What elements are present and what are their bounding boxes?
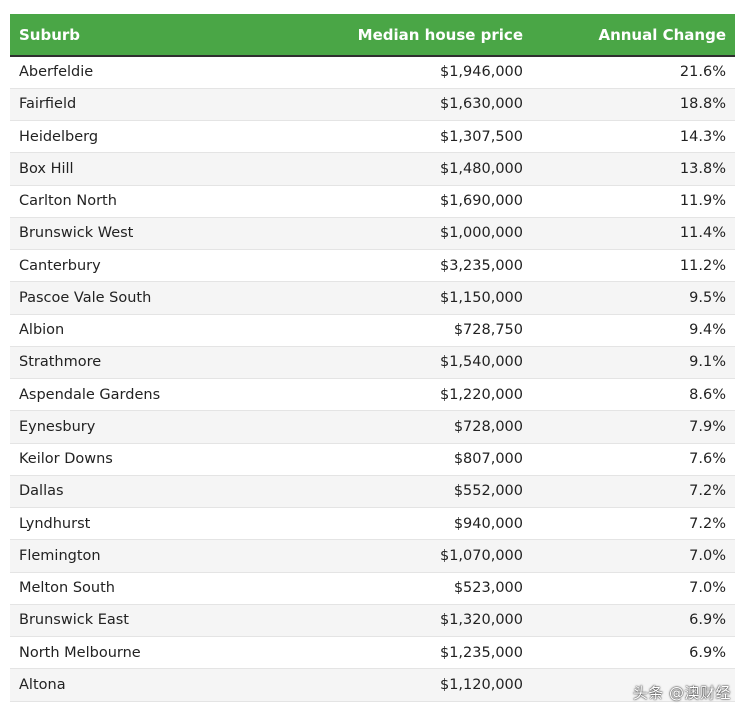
annual-change-cell: 7.9% <box>532 410 735 444</box>
median-price-cell: $1,150,000 <box>234 281 532 315</box>
annual-change-cell: 7.0% <box>532 572 735 605</box>
table-row: Brunswick East $1,320,000 6.9% <box>10 604 735 638</box>
table-row: Brunswick West $1,000,000 11.4% <box>10 217 735 251</box>
suburb-cell: North Melbourne <box>10 636 234 670</box>
median-price-cell: $1,307,500 <box>234 120 532 154</box>
annual-change-cell: 11.4% <box>532 217 735 251</box>
annual-change-cell: 18.8% <box>532 88 735 122</box>
suburb-cell: Aspendale Gardens <box>10 378 234 412</box>
table-row: Lyndhurst $940,000 7.2% <box>10 507 735 541</box>
annual-change-cell <box>532 668 735 702</box>
median-price-cell: $1,480,000 <box>234 152 532 186</box>
suburb-cell: Heidelberg <box>10 120 234 154</box>
suburb-cell: Eynesbury <box>10 410 234 444</box>
annual-change-cell: 9.5% <box>532 281 735 315</box>
suburb-cell: Albion <box>10 314 234 347</box>
header-row: Suburb Median house price Annual Change <box>10 14 735 57</box>
annual-change-cell: 6.9% <box>532 604 735 638</box>
table-row: Dallas $552,000 7.2% <box>10 475 735 509</box>
median-price-cell: $940,000 <box>234 507 532 541</box>
suburb-cell: Brunswick West <box>10 217 234 251</box>
median-price-cell: $1,630,000 <box>234 88 532 122</box>
table-body: Aberfeldie $1,946,000 21.6% Fairfield $1,630… <box>10 56 735 702</box>
median-price-cell: $552,000 <box>234 475 532 509</box>
suburb-cell: Box Hill <box>10 152 234 186</box>
suburb-cell: Flemington <box>10 539 234 573</box>
annual-change-cell: 9.4% <box>532 314 735 347</box>
table-row: Box Hill $1,480,000 13.8% <box>10 152 735 186</box>
median-price-cell: $807,000 <box>234 443 532 476</box>
annual-change-cell: 7.6% <box>532 443 735 476</box>
suburb-cell: Brunswick East <box>10 604 234 638</box>
table-row: Aberfeldie $1,946,000 21.6% <box>10 56 735 89</box>
table-row: North Melbourne $1,235,000 6.9% <box>10 636 735 670</box>
suburb-cell: Fairfield <box>10 88 234 122</box>
annual-change-cell: 7.0% <box>532 539 735 573</box>
median-price-cell: $728,750 <box>234 314 532 347</box>
price-table-container: Suburb Median house price Annual Change … <box>10 14 735 702</box>
table-row: Fairfield $1,630,000 18.8% <box>10 88 735 122</box>
median-price-cell: $728,000 <box>234 410 532 444</box>
median-price-cell: $1,235,000 <box>234 636 532 670</box>
table-row: Altona $1,120,000 <box>10 668 735 702</box>
median-price-cell: $1,220,000 <box>234 378 532 412</box>
annual-change-cell: 11.9% <box>532 185 735 218</box>
suburb-cell: Lyndhurst <box>10 507 234 541</box>
annual-change-cell: 7.2% <box>532 507 735 541</box>
median-price-cell: $1,540,000 <box>234 346 532 380</box>
suburb-cell: Aberfeldie <box>10 56 234 89</box>
suburb-cell: Keilor Downs <box>10 443 234 476</box>
suburb-cell: Altona <box>10 668 234 702</box>
median-price-cell: $523,000 <box>234 572 532 605</box>
table-row: Carlton North $1,690,000 11.9% <box>10 185 735 218</box>
suburb-cell: Pascoe Vale South <box>10 281 234 315</box>
table-row: Flemington $1,070,000 7.0% <box>10 539 735 573</box>
annual-change-cell: 21.6% <box>532 56 735 89</box>
table-header: Suburb Median house price Annual Change <box>10 14 735 57</box>
suburb-cell: Canterbury <box>10 249 234 283</box>
table-row: Eynesbury $728,000 7.9% <box>10 410 735 444</box>
median-price-cell: $1,946,000 <box>234 56 532 89</box>
median-price-cell: $1,070,000 <box>234 539 532 573</box>
annual-change-cell: 6.9% <box>532 636 735 670</box>
median-price-cell: $1,000,000 <box>234 217 532 251</box>
table-row: Aspendale Gardens $1,220,000 8.6% <box>10 378 735 412</box>
annual-change-cell: 8.6% <box>532 378 735 412</box>
table-row: Keilor Downs $807,000 7.6% <box>10 443 735 476</box>
suburb-cell: Carlton North <box>10 185 234 218</box>
median-price-cell: $3,235,000 <box>234 249 532 283</box>
suburb-price-table: Suburb Median house price Annual Change … <box>10 14 735 702</box>
table-row: Heidelberg $1,307,500 14.3% <box>10 120 735 154</box>
table-row: Melton South $523,000 7.0% <box>10 572 735 605</box>
watermark-logo: 头条 @澳财经 <box>632 684 731 702</box>
table-row: Canterbury $3,235,000 11.2% <box>10 249 735 283</box>
suburb-cell: Strathmore <box>10 346 234 380</box>
header-median-price: Median house price <box>234 14 532 57</box>
table-row: Strathmore $1,540,000 9.1% <box>10 346 735 380</box>
annual-change-cell: 7.2% <box>532 475 735 509</box>
annual-change-cell: 14.3% <box>532 120 735 154</box>
table-row: Albion $728,750 9.4% <box>10 314 735 347</box>
median-price-cell: $1,690,000 <box>234 185 532 218</box>
suburb-cell: Dallas <box>10 475 234 509</box>
table-row: Pascoe Vale South $1,150,000 9.5% <box>10 281 735 315</box>
suburb-cell: Melton South <box>10 572 234 605</box>
annual-change-cell: 13.8% <box>532 152 735 186</box>
annual-change-cell: 11.2% <box>532 249 735 283</box>
header-suburb: Suburb <box>10 14 234 57</box>
header-annual-change: Annual Change <box>532 14 735 57</box>
annual-change-cell: 9.1% <box>532 346 735 380</box>
median-price-cell: $1,120,000 <box>234 668 532 702</box>
median-price-cell: $1,320,000 <box>234 604 532 638</box>
